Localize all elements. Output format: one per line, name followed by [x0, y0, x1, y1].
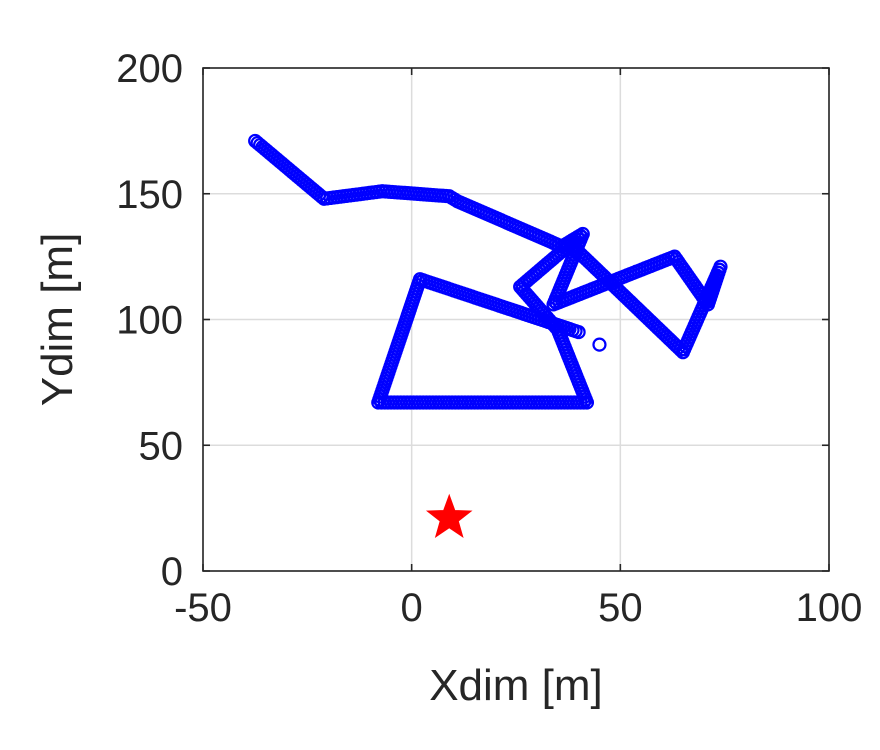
target-marker-group — [425, 493, 473, 538]
x-tick-label: 100 — [796, 586, 863, 630]
trajectory-series — [248, 133, 728, 410]
axes — [202, 67, 830, 572]
y-tick-label: 200 — [116, 47, 183, 91]
y-tick-label: 50 — [139, 424, 184, 468]
trajectory-point — [571, 324, 586, 340]
y-tick-label: 150 — [116, 173, 183, 217]
grid — [202, 67, 830, 572]
x-tick-label: -50 — [174, 586, 232, 630]
x-tick-label: 50 — [598, 586, 643, 630]
x-axis-label: Xdim [m] — [429, 661, 603, 710]
y-tick-label: 0 — [161, 550, 183, 594]
y-tick-label: 100 — [116, 299, 183, 343]
x-tick-label: 0 — [401, 586, 423, 630]
y-axis-label: Ydim [m] — [33, 233, 82, 407]
target-star-marker — [425, 493, 473, 538]
trajectory-point — [592, 337, 607, 352]
